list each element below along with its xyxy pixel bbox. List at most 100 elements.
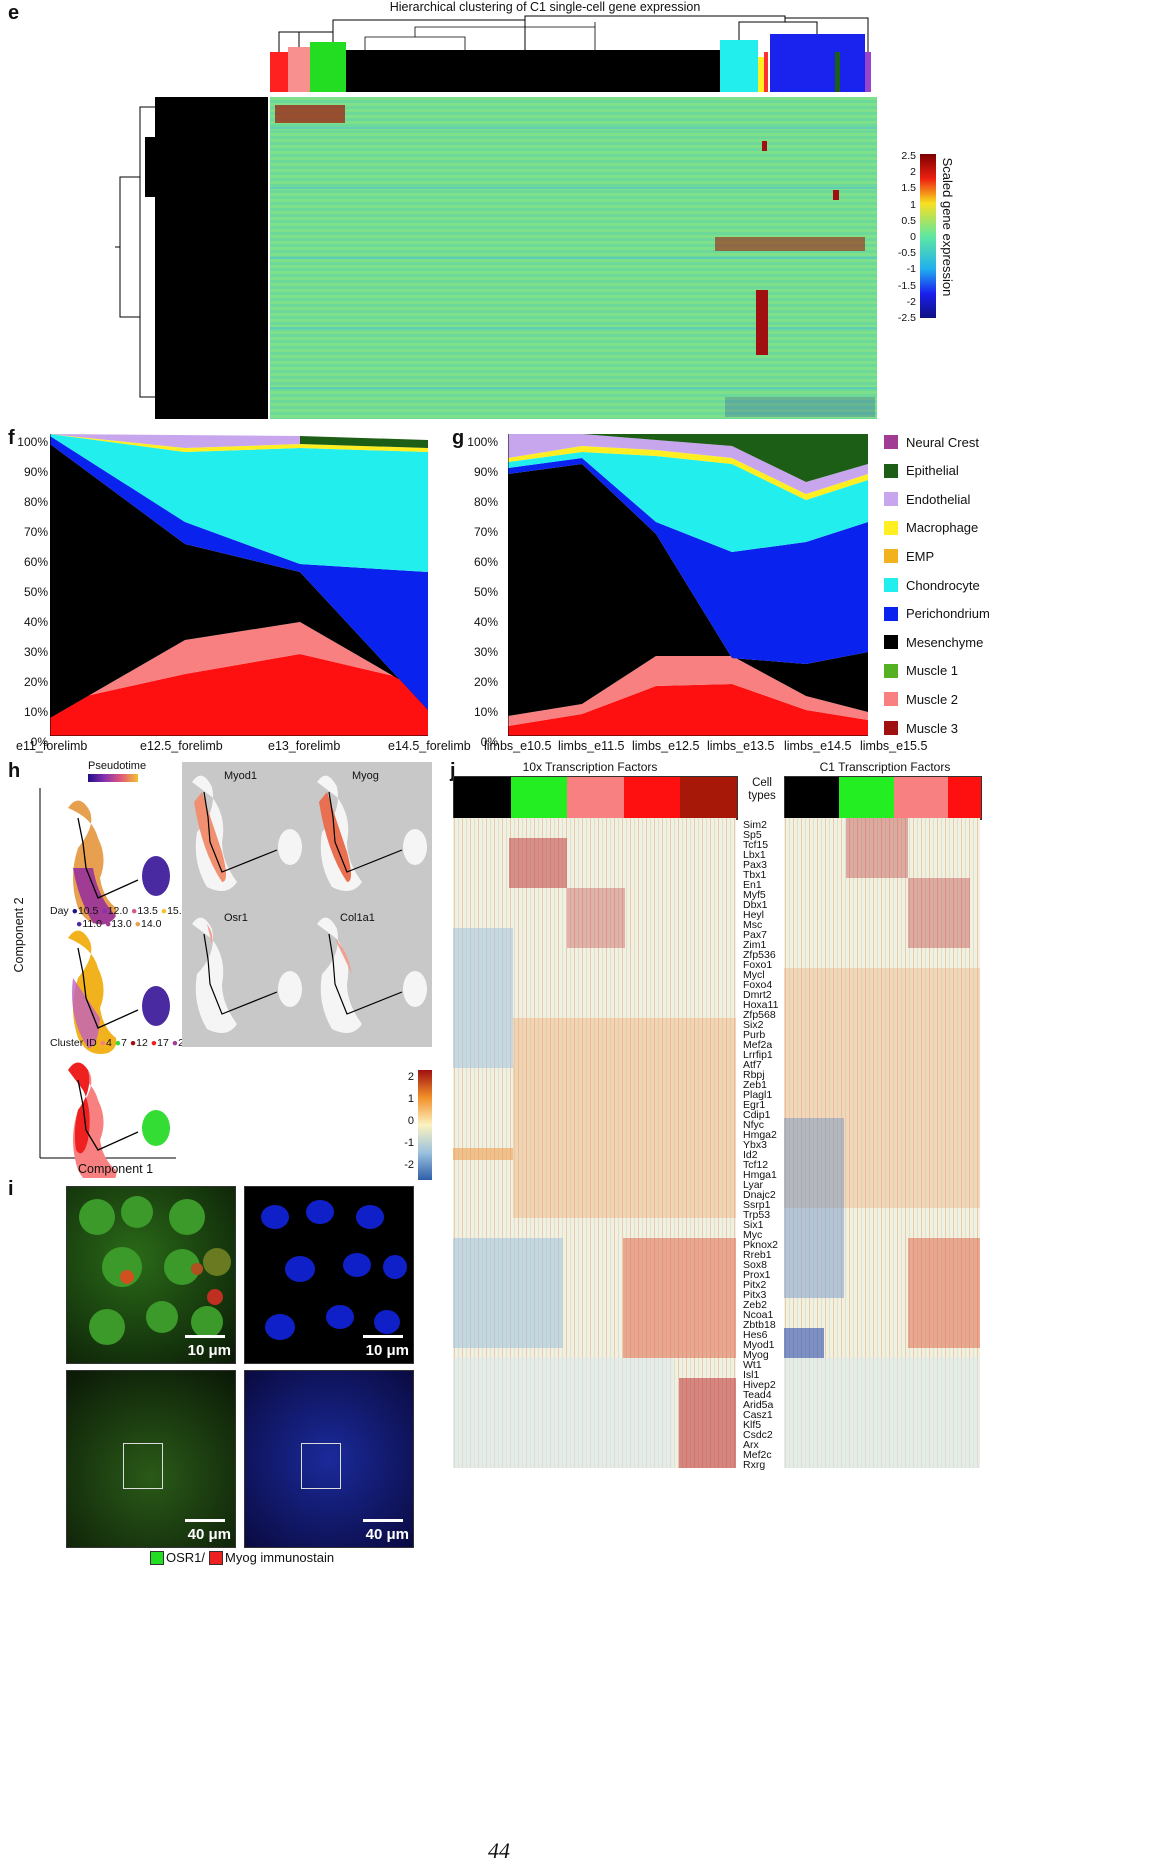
colorbar-e: [920, 154, 936, 318]
gene-row-label: Myc: [743, 1229, 763, 1241]
gene-row-label: Lrrfip1: [743, 1049, 773, 1061]
legend-swatch: [884, 463, 898, 478]
panel-label-e: e: [8, 2, 20, 24]
heatmap-e: [270, 97, 877, 419]
gene-row-label: Zbtb18: [743, 1319, 776, 1331]
j-title-right: C1 Transcription Factors: [819, 760, 951, 774]
legend-item: Muscle 2: [884, 689, 958, 709]
gene-row-label: Tcf12: [743, 1159, 769, 1171]
cell-types-label: Cell types: [748, 777, 776, 802]
legend-item: Endothelial: [884, 489, 970, 509]
g-xtick-0: limbs_e10.5: [484, 739, 552, 753]
micrograph-osr1-myog-zoom: 10 μm: [66, 1186, 236, 1364]
legend-item: Macrophage: [884, 518, 978, 538]
panel-label-f: f: [8, 427, 15, 449]
legend-item: Epithelial: [884, 461, 959, 481]
gene-row-label: Tbx1: [743, 869, 767, 881]
gene-row-label: Mef2a: [743, 1039, 773, 1051]
row-dendrogram: [115, 97, 268, 419]
legend-item: Muscle 3: [884, 718, 958, 738]
h-colorscale: [418, 1070, 432, 1180]
colorbar-e-ticks: 2.5 2 1.5 1 0.5 0 -0.5 -1 -1.5 -2 -2.5: [897, 150, 916, 325]
gene-row-label: Pitx3: [743, 1289, 767, 1301]
gene-row-label: Dbx1: [743, 899, 768, 911]
legend-swatch: [884, 492, 898, 507]
g-xtick-5: limbs_e15.5: [860, 739, 928, 753]
gene-row-label: Isl1: [743, 1369, 760, 1381]
panel-label-i: i: [8, 1178, 14, 1200]
gene-row-label: Pax7: [743, 929, 767, 941]
scale-label-10um: 10 μm: [187, 1342, 231, 1359]
inset-box: [123, 1443, 163, 1489]
gene-row-label: Klf5: [743, 1419, 762, 1431]
gene-row-label: Egr1: [743, 1099, 766, 1111]
j-title-left: 10x Transcription Factors: [522, 760, 658, 774]
gene-row-label: Tcf15: [743, 839, 769, 851]
legend-swatch: [884, 578, 898, 592]
gene-row-label: Pax3: [743, 859, 767, 871]
pseudotime-label: Pseudotime: [88, 760, 147, 772]
f-xtick-2: e13_forelimb: [268, 739, 341, 753]
gene-row-label: Lyar: [743, 1179, 764, 1191]
f-xtick-0: e11_forelimb: [16, 739, 88, 753]
legend-item: Neural Crest: [884, 432, 979, 452]
panel-label-h: h: [8, 760, 21, 782]
annotation-bar-c1: [784, 776, 982, 820]
pseudotime-gradient: [88, 774, 138, 782]
legend-swatch: [884, 663, 898, 678]
gene-row-label: Zfp536: [743, 949, 776, 961]
panel-i-caption: OSR1/ Myog immunostain: [150, 1550, 334, 1565]
f-xtick-3: e14.5_forelimb: [388, 739, 471, 753]
gene-row-label: Arid5a: [743, 1399, 774, 1411]
gene-row-label: Purb: [743, 1029, 766, 1041]
page-number: 44: [488, 1838, 510, 1863]
gene-row-label: Prox1: [743, 1269, 771, 1281]
axis-component-1: Component 1: [78, 1162, 154, 1176]
gene-row-label: Sox8: [743, 1259, 767, 1271]
trajectory-plots: [39, 788, 176, 1178]
legend-swatch: [884, 435, 898, 449]
f-yticks: 100% 90% 80% 70% 60% 50% 40% 30% 20% 10% 0%: [17, 435, 48, 749]
gene-row-label: Pknox2: [743, 1239, 779, 1251]
gene-row-label: Sp5: [743, 829, 762, 841]
heatmap-c1: [784, 818, 980, 1468]
gene-row-label: Ncoa1: [743, 1309, 774, 1321]
g-xtick-2: limbs_e12.5: [632, 739, 700, 753]
panel-label-j: j: [450, 760, 456, 782]
gene-row-label: Wt1: [743, 1359, 762, 1371]
g-xtick-1: limbs_e11.5: [558, 739, 625, 753]
gene-row-label: Csdc2: [743, 1429, 773, 1441]
cluster-legend: Cluster ID ●4 ●7 ●12 ●17 ●22: [50, 1037, 190, 1049]
micrograph-osr1-myog-wide: 40 μm: [66, 1370, 236, 1548]
legend-swatch: [884, 520, 898, 535]
area-chart-f: [50, 434, 428, 736]
gene-row-label: Myf5: [743, 889, 766, 901]
inset-box: [301, 1443, 341, 1489]
legend-swatch: [884, 606, 898, 621]
gene-row-label: Pitx2: [743, 1279, 767, 1291]
gene-row-label: Dmrt2: [743, 989, 772, 1001]
gene-row-label: Trp53: [743, 1209, 771, 1221]
gene-row-label: Foxo1: [743, 959, 773, 971]
heatmap-10x: [453, 818, 736, 1468]
gene-row-label: Rreb1: [743, 1249, 772, 1261]
gene-row-label: Hmga1: [743, 1169, 777, 1181]
gene-row-label: Msc: [743, 919, 763, 931]
gene-row-label: Atf7: [743, 1059, 762, 1071]
column-dendrogram: [270, 15, 871, 92]
gene-label: Myod1: [224, 770, 258, 782]
panel-e-title: Hierarchical clustering of C1 single-cel…: [389, 0, 701, 14]
red-swatch: [209, 1550, 224, 1565]
legend-swatch: [884, 692, 898, 707]
gene-row-label: Rxrg: [743, 1459, 766, 1471]
gene-row-label: Ssrp1: [743, 1199, 771, 1211]
green-swatch: [150, 1550, 164, 1565]
gene-row-label: Nfyc: [743, 1119, 764, 1131]
g-yticks: 100% 90% 80% 70% 60% 50% 40% 30% 20% 10% 0%: [467, 435, 498, 749]
legend-swatch: [884, 635, 898, 650]
legend-item: EMP: [884, 546, 934, 566]
axis-component-2: Component 2: [12, 897, 26, 973]
gene-row-label: Cdip1: [743, 1109, 771, 1121]
gene-row-label: Heyl: [743, 909, 765, 921]
gene-row-label: Six1: [743, 1219, 764, 1231]
